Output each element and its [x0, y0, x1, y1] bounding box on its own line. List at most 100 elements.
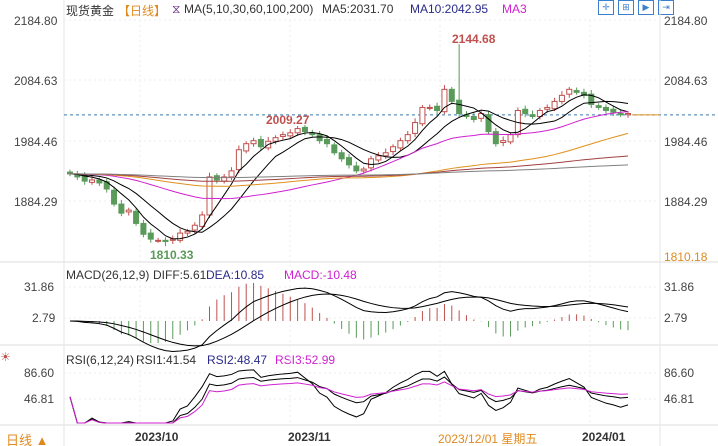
y-tick-right: 1984.46 — [664, 135, 708, 149]
candle-body — [89, 179, 96, 183]
candle-body — [625, 112, 631, 116]
candle-body — [566, 88, 573, 95]
candle-body — [272, 137, 279, 142]
candle-body — [243, 143, 250, 152]
rsi2-line — [69, 376, 629, 424]
y-tick-right: 2184.80 — [664, 14, 708, 28]
candle-body — [500, 140, 507, 143]
candle-body — [155, 239, 162, 242]
rsi-tick: 46.81 — [24, 392, 55, 406]
crosshair-icon[interactable]: ✛ — [598, 0, 614, 15]
candle-body — [390, 146, 397, 153]
candle-body — [558, 94, 565, 102]
period-button[interactable]: 日线 ▲ — [6, 433, 49, 446]
y-tick-right: 2084.63 — [664, 74, 708, 88]
candle-body — [162, 239, 169, 243]
macd-dea: DEA:10.85 — [206, 268, 265, 282]
candle-body — [147, 232, 154, 240]
y-tick-right-min: 1810.18 — [664, 250, 708, 264]
candle-body — [111, 189, 118, 205]
candle-body — [338, 152, 345, 160]
candle-body — [412, 122, 419, 134]
y-tick-right: 1884.29 — [664, 195, 708, 209]
rsi-tick-right: 86.60 — [664, 366, 695, 380]
candle-body — [551, 100, 558, 110]
y-tick-left: 1884.29 — [14, 195, 58, 209]
candle-body — [184, 230, 191, 234]
candle-body — [346, 157, 352, 166]
candle-body — [397, 140, 404, 149]
ma-icon[interactable]: ⧖ — [172, 2, 181, 16]
candle-body — [404, 134, 411, 142]
ma30-line — [69, 111, 629, 200]
ma-label: MA(5,10,30,60,100,200) — [184, 2, 314, 16]
rsi-label: RSI(6,12,24) — [66, 353, 135, 367]
candle-body — [375, 155, 382, 161]
candle-body — [235, 149, 242, 171]
candle-body — [301, 126, 308, 133]
candle-body — [588, 93, 595, 105]
high-annotation: 2144.68 — [452, 32, 496, 46]
candle-body — [228, 170, 235, 178]
candle-body — [140, 222, 147, 235]
zoom-in-icon[interactable]: ⊞ — [618, 0, 634, 15]
candle-body — [206, 176, 213, 216]
candle-body — [610, 108, 617, 113]
rsi1-line — [69, 369, 629, 424]
candle-body — [485, 114, 492, 133]
x-label: 2023/10 — [135, 430, 179, 444]
next-icon[interactable]: ⇥ — [658, 0, 674, 15]
x-label: 2024/01 — [582, 430, 626, 444]
low-annotation: 1810.33 — [150, 248, 194, 262]
candle-body — [353, 165, 360, 172]
candle-body — [177, 232, 184, 241]
candle-body — [419, 106, 426, 125]
rsi3-line — [69, 381, 629, 424]
ma5-value: MA5:2031.70 — [322, 2, 394, 16]
rsi-tick-right: 46.81 — [664, 392, 695, 406]
candle-body — [448, 88, 455, 102]
candle-body — [368, 158, 375, 169]
candle-body — [602, 106, 609, 111]
candle-body — [323, 138, 330, 145]
settings-icon[interactable]: ☀ — [0, 350, 11, 364]
macd-diff: DIFF:5.61 — [153, 268, 207, 282]
macd-label: MACD(26,12,9) — [66, 268, 150, 282]
candle-body — [331, 144, 338, 154]
candle-body — [96, 179, 103, 184]
rsi2-value: RSI2:48.47 — [207, 353, 268, 367]
x-label: 2023/11 — [288, 430, 331, 444]
candle-body — [434, 105, 441, 111]
candle-body — [617, 112, 624, 116]
macd-tick-right: 2.79 — [664, 311, 688, 325]
candle-body — [199, 214, 206, 227]
ma100-line — [69, 155, 629, 182]
candle-body — [360, 168, 367, 172]
cursor-date: 2023/12/01 星期五 — [438, 432, 538, 446]
zoom-out-icon[interactable]: ▶ — [638, 0, 654, 15]
macd-value: MACD:-10.48 — [284, 268, 357, 282]
candle-body — [441, 88, 448, 113]
candle-body — [118, 203, 125, 214]
y-tick-left: 2184.80 — [14, 14, 58, 28]
candle-body — [279, 134, 286, 137]
ma60-line — [69, 132, 629, 187]
ma200-line — [69, 164, 629, 179]
candle-body — [191, 224, 198, 231]
candle-body — [580, 91, 587, 96]
candle-body — [133, 210, 140, 224]
macd-tick: 31.86 — [24, 280, 55, 294]
y-tick-left: 1984.46 — [14, 135, 58, 149]
candle-body — [382, 152, 389, 157]
candle-body — [287, 132, 294, 137]
rsi1-value: RSI1:41.54 — [136, 353, 197, 367]
macd-tick-right: 31.86 — [664, 280, 695, 294]
candle-body — [257, 138, 264, 148]
candle-body — [507, 134, 514, 143]
candle-body — [470, 116, 477, 121]
candle-body — [529, 114, 536, 118]
candle-body — [595, 105, 602, 108]
candle-body — [250, 140, 257, 145]
candle-body — [294, 128, 301, 134]
